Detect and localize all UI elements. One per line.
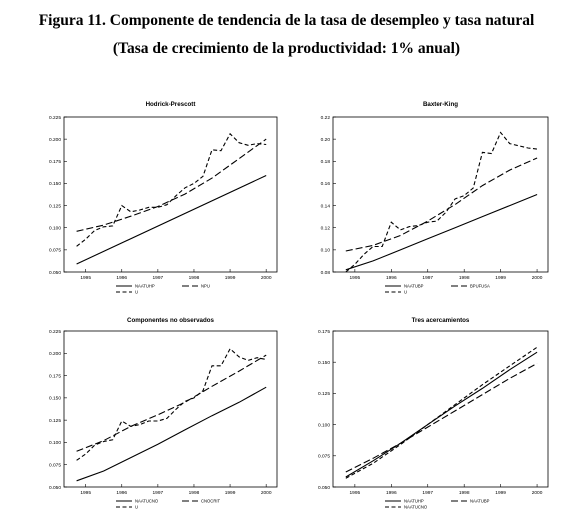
x-tick-label: 1995 [80, 275, 91, 281]
x-tick-label: 2000 [532, 490, 543, 496]
y-tick-label: 0.175 [49, 373, 61, 379]
y-tick-label: 0.050 [49, 270, 61, 276]
y-tick-label: 0.075 [49, 463, 61, 469]
x-tick-label: 1999 [495, 490, 506, 496]
y-tick-label: 0.14 [321, 203, 331, 209]
series-line-bpufusa [345, 157, 538, 252]
legend-label: NPU [201, 284, 210, 289]
plot-frame [332, 116, 549, 273]
legend-label: NAATUHP [135, 284, 155, 289]
x-tick-label: 1995 [350, 490, 361, 496]
chart-panel-2: Baxter-King 0.08 0.10 0.12 0.14 0.16 0.18 0.20 0… [321, 101, 549, 295]
chart-title: Tres acercamientos [412, 317, 470, 324]
plot-frame [63, 330, 278, 488]
series-line-u [345, 131, 538, 273]
y-tick-label: 0.175 [318, 329, 330, 335]
series-line-npu [76, 138, 267, 232]
legend-label: NAATUBP [470, 499, 490, 504]
x-tick-label: 1996 [386, 490, 397, 496]
y-tick-label: 0.08 [321, 270, 331, 276]
series-line-naatubp [345, 193, 538, 271]
series-line-u [76, 347, 267, 461]
legend-label: CNOCRIT [201, 499, 221, 504]
y-tick-label: 0.18 [321, 159, 331, 165]
x-tick-label: 1998 [459, 275, 470, 281]
y-tick-label: 0.22 [321, 115, 331, 121]
y-tick-label: 0.150 [49, 396, 61, 402]
legend-label: BPUFUSA [470, 284, 490, 289]
y-tick-label: 0.125 [49, 418, 61, 424]
x-tick-label: 1997 [422, 490, 433, 496]
x-tick-label: 1996 [386, 275, 397, 281]
chart-title: Componentes no observados [127, 317, 215, 324]
y-tick-label: 0.225 [49, 329, 61, 335]
figure-subtitle: (Tasa de crecimiento de la productividad… [112, 40, 461, 57]
legend-label: NAATUBP [404, 284, 424, 289]
y-tick-label: 0.150 [318, 360, 330, 366]
x-tick-label: 1995 [350, 275, 361, 281]
x-tick-label: 1997 [153, 490, 164, 496]
x-tick-label: 1998 [189, 275, 200, 281]
y-tick-label: 0.225 [49, 115, 61, 121]
x-tick-label: 1998 [459, 490, 470, 496]
x-tick-label: 1999 [225, 275, 236, 281]
series-line-naatubp [345, 362, 538, 473]
x-tick-label: 1996 [116, 490, 127, 496]
figure-title: Figura 11. Componente de tendencia de la… [38, 12, 535, 29]
y-tick-label: 0.100 [49, 226, 61, 232]
legend-label: NAATUCNO [135, 499, 159, 504]
x-tick-label: 1996 [116, 275, 127, 281]
x-tick-label: 1997 [422, 275, 433, 281]
x-tick-label: 1999 [495, 275, 506, 281]
y-tick-label: 0.125 [318, 391, 330, 397]
y-tick-label: 0.100 [318, 422, 330, 428]
y-tick-label: 0.050 [318, 485, 330, 491]
y-tick-label: 0.175 [49, 159, 61, 165]
legend-label: U [404, 290, 407, 295]
plot-frame [332, 330, 549, 488]
x-tick-label: 2000 [261, 490, 272, 496]
y-tick-label: 0.200 [49, 137, 61, 143]
series-line-naatucno [345, 346, 538, 479]
chart-title: Hodrick-Prescott [146, 101, 196, 108]
series-line-cnocrit [76, 354, 267, 452]
x-tick-label: 1995 [80, 490, 91, 496]
y-tick-label: 0.20 [321, 137, 331, 143]
x-tick-label: 1999 [225, 490, 236, 496]
chart-panel-1: Hodrick-Prescott 0.050 0.075 0.100 0.125 0.15… [49, 101, 278, 295]
chart-panel-4: Tres acercamientos 0.050 0.075 0.100 0.125 0.… [318, 317, 549, 510]
legend-label: NAATUHP [404, 499, 424, 504]
series-line-naatucno [76, 386, 267, 482]
y-tick-label: 0.125 [49, 203, 61, 209]
x-tick-label: 1998 [189, 490, 200, 496]
legend-label: U [135, 505, 138, 510]
y-tick-label: 0.075 [318, 454, 330, 460]
y-tick-label: 0.200 [49, 351, 61, 357]
y-tick-label: 0.050 [49, 485, 61, 491]
chart-panel-3: Componentes no observados 0.050 0.075 0.100… [49, 317, 278, 510]
legend-label: NAATUCNO [404, 505, 428, 510]
y-tick-label: 0.100 [49, 440, 61, 446]
series-line-u [76, 132, 267, 247]
y-tick-label: 0.075 [49, 248, 61, 254]
series-line-naatuhp [345, 351, 538, 478]
y-tick-label: 0.16 [321, 181, 331, 187]
y-tick-label: 0.10 [321, 248, 331, 254]
chart-title: Baxter-King [423, 101, 458, 108]
series-line-naatuhp [76, 175, 267, 265]
plot-frame [63, 116, 278, 273]
y-tick-label: 0.150 [49, 181, 61, 187]
x-tick-label: 1997 [153, 275, 164, 281]
legend-label: U [135, 290, 138, 295]
x-tick-label: 2000 [261, 275, 272, 281]
y-tick-label: 0.12 [321, 226, 331, 232]
x-tick-label: 2000 [532, 275, 543, 281]
